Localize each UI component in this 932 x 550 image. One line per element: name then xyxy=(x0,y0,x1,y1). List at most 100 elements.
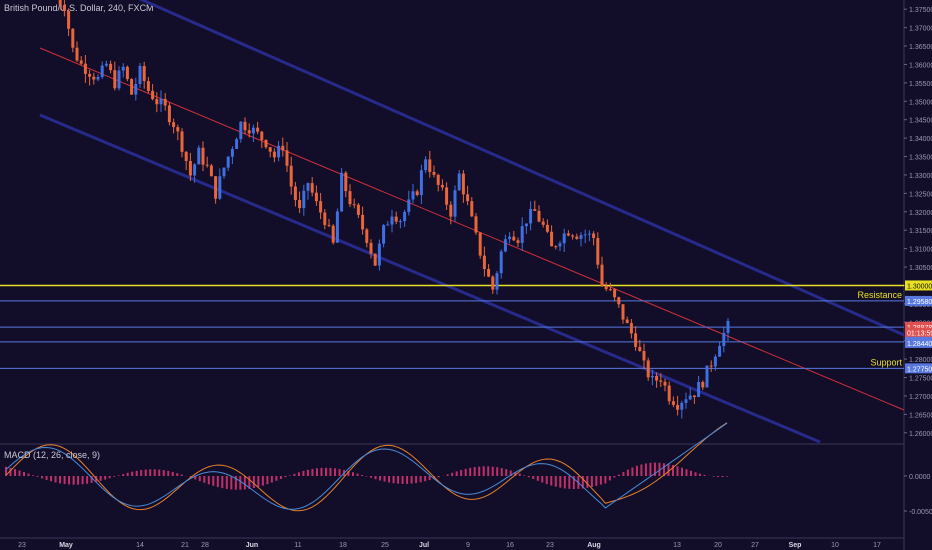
candle-body xyxy=(319,201,323,213)
candle-body xyxy=(352,204,356,206)
candle-body xyxy=(562,233,566,244)
price-axis: 1.37500 1.37000 1.36500 1.36000 1.35500 1.350… xyxy=(904,7,932,516)
price-label-box xyxy=(905,363,932,374)
candle-body xyxy=(58,0,62,6)
candle-body xyxy=(100,65,104,77)
candle-body xyxy=(424,159,428,171)
candle-body xyxy=(453,190,457,217)
candle-body xyxy=(184,151,188,161)
chart-grid xyxy=(0,0,905,550)
candle-body xyxy=(256,127,260,132)
candle-body xyxy=(487,269,491,277)
candle-body xyxy=(138,65,142,85)
y-tick-label: 1.26500 xyxy=(909,412,932,419)
candle-body xyxy=(193,164,197,176)
candle-body xyxy=(541,221,545,225)
time-axis: 23 May 14 21 28 Jun 11 18 25 Jul 9 16 23 Aug 13 20 27 Sep… xyxy=(18,542,881,549)
y-tick-label: 1.27000 xyxy=(909,394,932,401)
candle-body xyxy=(121,66,125,71)
candle-body xyxy=(491,276,495,290)
candle-body xyxy=(67,10,71,29)
candle-body xyxy=(71,28,75,48)
candle-body xyxy=(604,285,608,290)
candle-body xyxy=(298,199,302,209)
price-label-box xyxy=(905,295,932,306)
candle-body xyxy=(310,183,314,193)
candle-body xyxy=(726,320,730,333)
candle-body xyxy=(529,209,533,224)
candle-body xyxy=(167,105,171,123)
candle-body xyxy=(722,332,726,346)
candle-body xyxy=(172,122,176,128)
y-tick-label: 1.36500 xyxy=(909,44,932,51)
candle-body xyxy=(499,251,503,274)
candle-body xyxy=(634,333,638,347)
candle-body xyxy=(142,65,146,82)
x-tick-label: 16 xyxy=(506,542,514,549)
candle-body xyxy=(520,226,524,243)
x-tick-label: Aug xyxy=(587,542,601,549)
y-tick-label: 1.34000 xyxy=(909,136,932,143)
candle-body xyxy=(222,167,226,177)
candle-body xyxy=(285,150,289,166)
candle-body xyxy=(419,170,423,196)
candle-body xyxy=(109,63,113,71)
candle-body xyxy=(705,365,709,388)
y-tick-label: 1.35500 xyxy=(909,81,932,88)
candle-body xyxy=(277,145,281,158)
x-tick-label: 25 xyxy=(381,542,389,549)
candle-body xyxy=(554,246,558,248)
macd-tick-label: 0.0000 xyxy=(909,474,931,481)
macd-title: MACD (12, 26, close, 9) xyxy=(4,450,101,460)
candle-body xyxy=(449,204,453,217)
candle-body xyxy=(314,192,318,202)
x-tick-label: 14 xyxy=(136,542,144,549)
y-tick-label: 1.30500 xyxy=(909,265,932,272)
candle-body xyxy=(659,380,663,382)
candle-body xyxy=(655,375,659,381)
level-annotation: Resistance xyxy=(857,290,902,300)
candle-body xyxy=(382,225,386,244)
candle-body xyxy=(558,243,562,247)
candle-body xyxy=(293,186,297,200)
macd-line xyxy=(5,422,728,510)
candle-body xyxy=(235,139,239,149)
candle-body xyxy=(642,351,646,361)
candle-body xyxy=(302,190,306,209)
candle-body xyxy=(306,183,310,191)
candle-body xyxy=(260,131,264,140)
y-tick-label: 1.37500 xyxy=(909,7,932,14)
candle-body xyxy=(209,165,213,177)
candle-body xyxy=(684,399,688,403)
candle-body xyxy=(692,395,696,397)
candle-body xyxy=(445,187,449,205)
candle-body xyxy=(377,243,381,266)
candle-body xyxy=(571,235,575,237)
candle-body xyxy=(159,98,163,105)
candle-body xyxy=(625,319,629,324)
candle-body xyxy=(369,242,373,254)
trend-line xyxy=(39,47,905,411)
candle-body xyxy=(415,191,419,196)
candle-body xyxy=(592,233,596,239)
x-tick-label: 23 xyxy=(18,542,26,549)
candle-body xyxy=(428,159,432,172)
x-tick-label: 11 xyxy=(294,542,301,549)
x-tick-label: 17 xyxy=(873,542,881,549)
candle-body xyxy=(230,148,234,157)
macd-panel xyxy=(5,422,729,512)
candle-body xyxy=(75,47,79,61)
candle-body xyxy=(524,223,528,227)
candle-body xyxy=(373,253,377,266)
candle-body xyxy=(365,229,369,243)
candle-body xyxy=(289,165,293,187)
candle-body xyxy=(495,273,499,290)
price-label: 1.30000 xyxy=(907,283,932,290)
y-tick-label: 1.26000 xyxy=(909,431,932,438)
candle-body xyxy=(88,73,92,77)
candle-body xyxy=(676,404,680,410)
candle-body xyxy=(96,76,100,80)
candle-body xyxy=(533,209,537,211)
candle-body xyxy=(214,176,218,199)
